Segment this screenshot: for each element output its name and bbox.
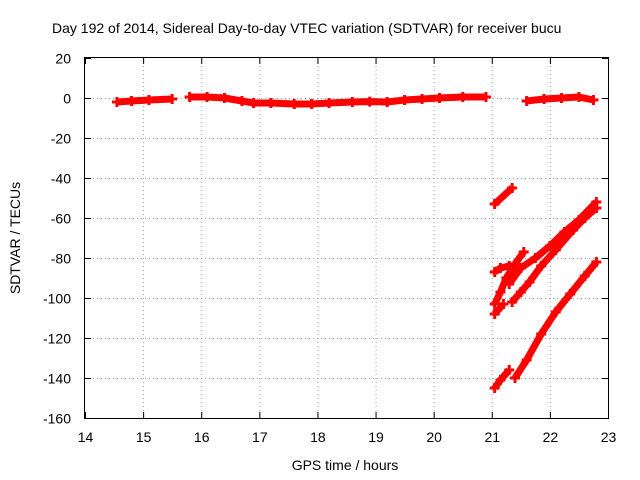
- data-point: [495, 287, 506, 297]
- data-point: [556, 93, 567, 103]
- x-tick-label: 20: [426, 429, 442, 445]
- y-tick-label: -20: [51, 131, 71, 147]
- chart-title: Day 192 of 2014, Sidereal Day-to-day VTE…: [52, 20, 561, 36]
- data-point: [498, 299, 509, 309]
- x-tick-label: 16: [194, 429, 210, 445]
- y-tick-label: 20: [55, 51, 71, 67]
- data-segment: [521, 92, 599, 106]
- y-tick-label: -140: [43, 371, 71, 387]
- x-axis-label: GPS time / hours: [292, 457, 399, 473]
- data-point: [111, 97, 122, 107]
- data-point: [565, 289, 576, 299]
- data-point: [579, 271, 590, 281]
- data-point: [573, 215, 584, 225]
- data-point: [364, 96, 375, 107]
- data-segment: [489, 247, 529, 309]
- data-point: [248, 98, 259, 108]
- data-point: [507, 297, 518, 307]
- data-point: [489, 299, 500, 309]
- data-point: [489, 309, 500, 319]
- data-point: [489, 199, 500, 209]
- data-point: [236, 96, 247, 106]
- data-point: [202, 92, 213, 102]
- data-point: [515, 263, 526, 273]
- data-point: [324, 98, 335, 108]
- data-point: [434, 93, 445, 103]
- data-trace: [116, 95, 173, 106]
- x-tick-label: 19: [368, 429, 384, 445]
- y-tick-label: -100: [43, 291, 71, 307]
- y-tick-label: -40: [51, 171, 71, 187]
- data-point: [143, 95, 154, 105]
- data-point: [507, 183, 518, 193]
- grid: [85, 58, 608, 418]
- data-point: [530, 253, 541, 263]
- data-segment: [510, 257, 602, 383]
- data-point: [524, 277, 535, 287]
- data-point: [544, 241, 555, 251]
- y-axis-label: SDTVAR / TECUs: [7, 182, 23, 294]
- data-point: [536, 329, 547, 339]
- data-point: [489, 383, 500, 393]
- data-point: [588, 95, 599, 105]
- data-point: [399, 95, 410, 105]
- data-point: [184, 92, 195, 102]
- data-point: [457, 92, 468, 102]
- y-tick-label: -60: [51, 211, 71, 227]
- data-point: [289, 99, 300, 109]
- data-points: [111, 92, 602, 393]
- axis-ticks: 14 15 16 17 18 19 20 21 22 23 -160 -140 -120 -100 -80 -…: [43, 51, 617, 446]
- data-segment: [184, 92, 491, 109]
- data-point: [515, 287, 526, 297]
- data-point: [306, 99, 317, 109]
- x-tick-label: 14: [78, 429, 94, 445]
- data-point: [573, 92, 584, 102]
- data-point: [219, 93, 230, 103]
- data-point: [265, 98, 276, 108]
- data-point: [518, 247, 529, 257]
- data-point: [591, 257, 602, 267]
- data-trace: [492, 185, 515, 207]
- y-tick-label: -160: [43, 411, 71, 427]
- data-segment: [489, 299, 509, 319]
- data-segment: [111, 94, 178, 107]
- data-segment: [489, 183, 518, 209]
- y-tick-label: -80: [51, 251, 71, 267]
- x-tick-label: 21: [484, 429, 500, 445]
- data-point: [510, 373, 521, 383]
- x-tick-label: 22: [543, 429, 559, 445]
- data-point: [591, 197, 602, 207]
- data-segment: [489, 365, 515, 393]
- data-point: [550, 245, 561, 255]
- data-segment: [504, 197, 602, 289]
- x-tick-label: 15: [136, 429, 152, 445]
- data-point: [347, 97, 358, 107]
- data-point: [167, 94, 178, 104]
- data-point: [521, 96, 532, 106]
- data-point: [480, 92, 491, 102]
- data-point: [504, 365, 515, 375]
- data-point: [417, 94, 428, 104]
- data-point: [495, 263, 506, 273]
- data-point: [489, 267, 500, 277]
- data-point: [559, 227, 570, 237]
- x-tick-label: 17: [252, 429, 268, 445]
- y-tick-label: -120: [43, 331, 71, 347]
- plot-frame: [84, 57, 609, 419]
- data-point: [536, 261, 547, 271]
- y-tick-label: 0: [63, 91, 71, 107]
- data-point: [550, 307, 561, 317]
- data-point: [521, 355, 532, 365]
- data-point: [539, 94, 550, 104]
- data-point: [382, 97, 393, 107]
- data-point: [504, 279, 515, 289]
- data-point: [495, 375, 506, 385]
- x-tick-label: 23: [601, 429, 617, 445]
- data-point: [510, 259, 521, 269]
- x-tick-label: 18: [310, 429, 326, 445]
- data-point: [126, 96, 137, 106]
